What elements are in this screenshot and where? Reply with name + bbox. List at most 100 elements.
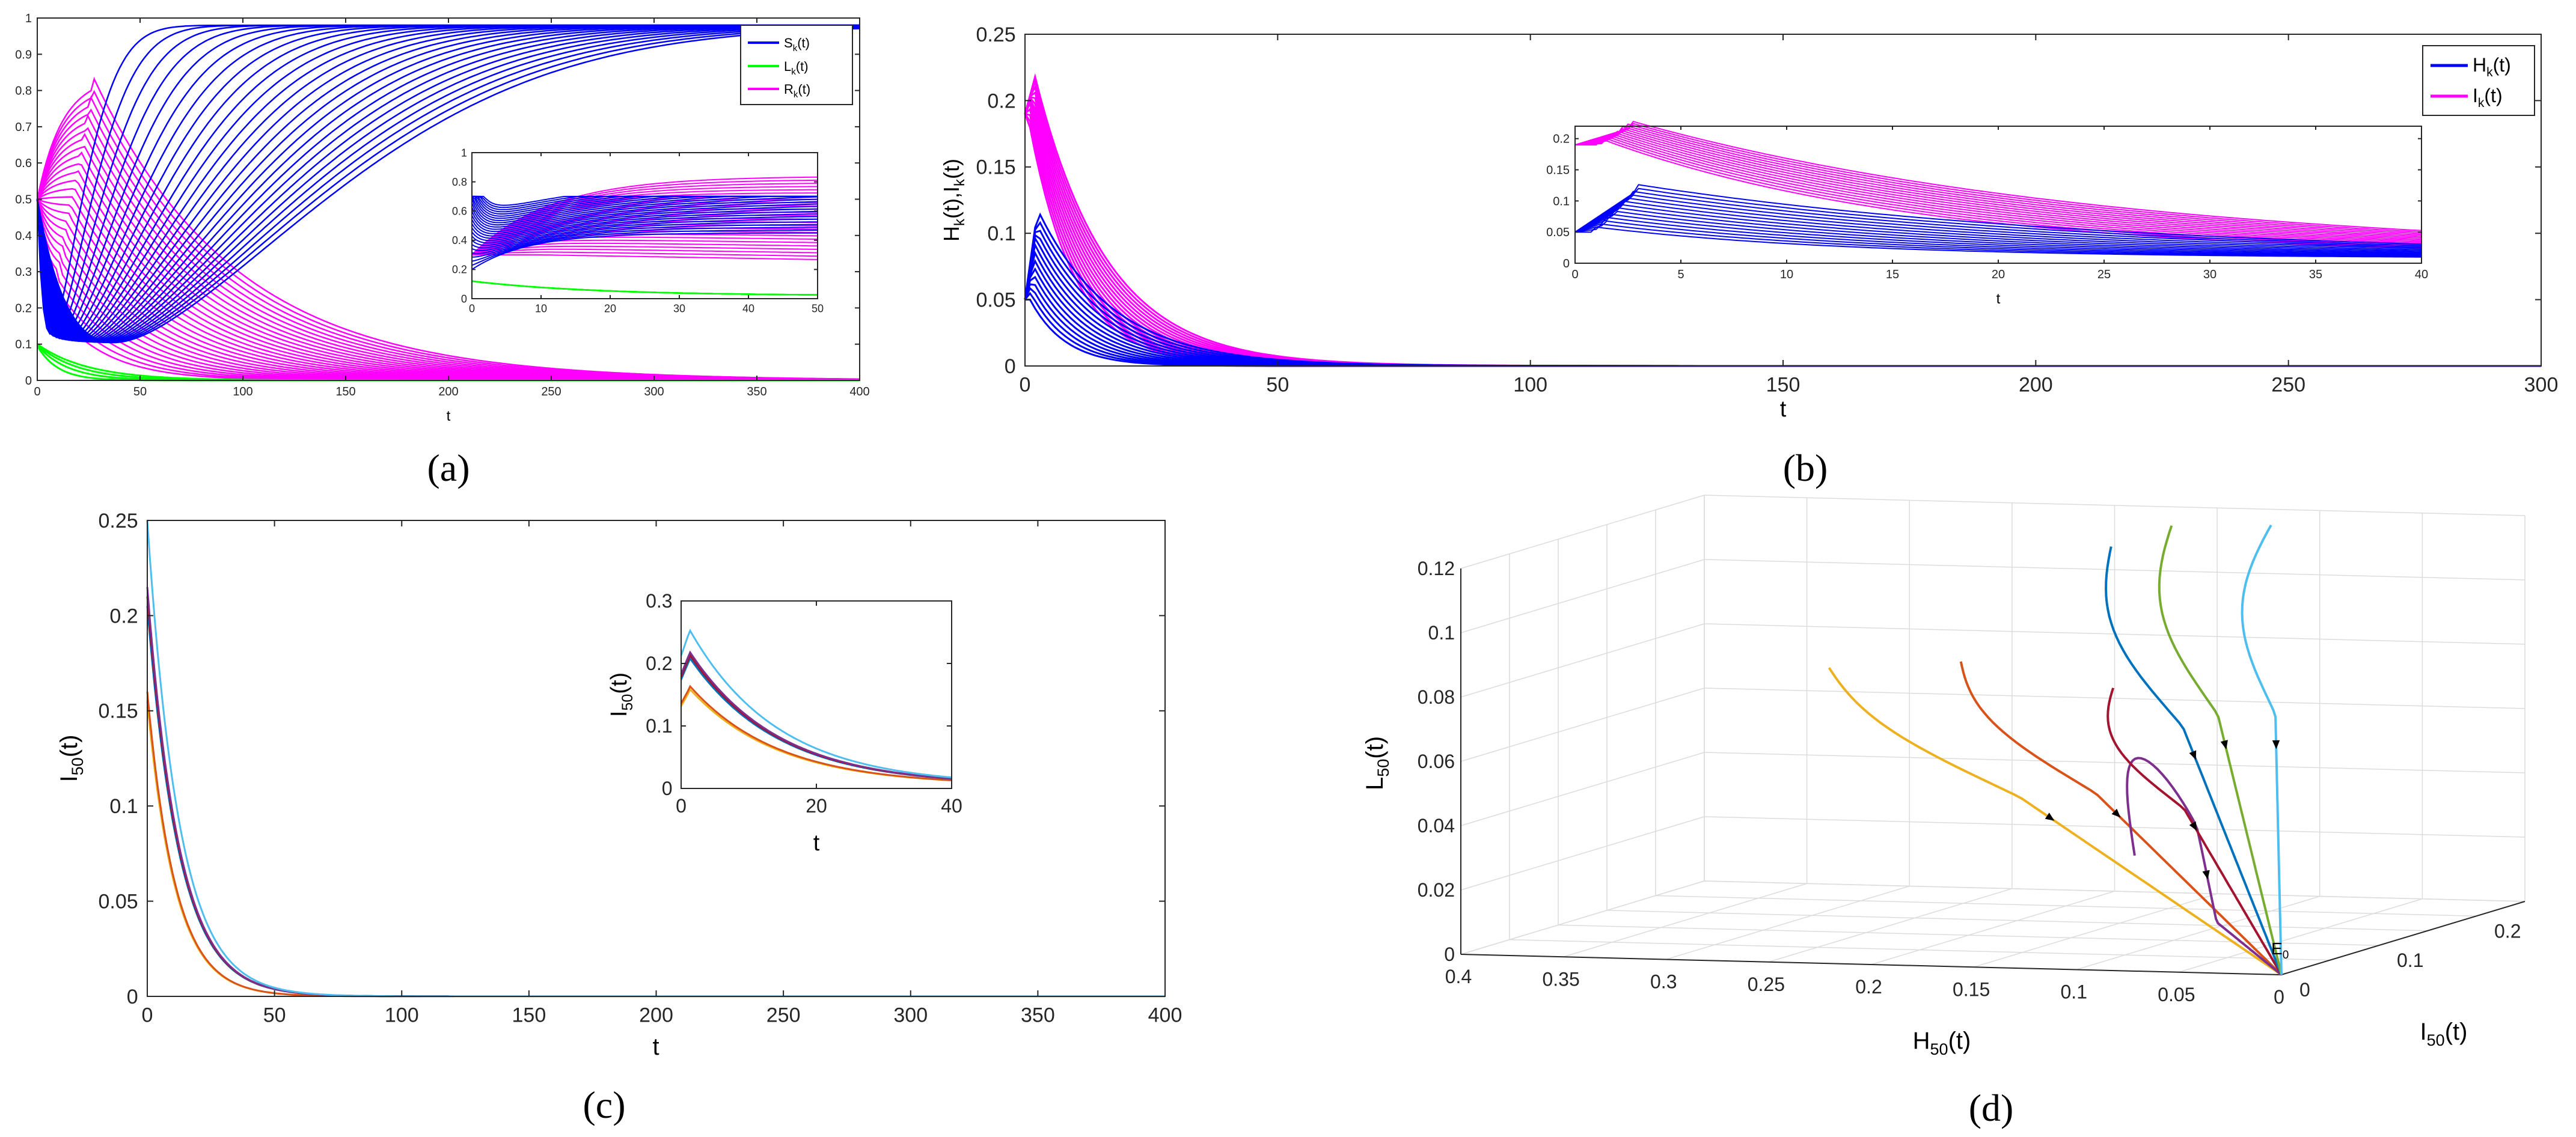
panel-a-inset-ytick-label: 0 [461, 293, 467, 305]
panel-d-xtick-label: 0.35 [1542, 968, 1579, 990]
panel-c: 0 50 100 150 200 250 300 350 40000.050.10.150.20… [56, 510, 1182, 1126]
panel-a-xtick-label: 0 [34, 385, 40, 398]
panel-a-ytick-label: 0.6 [15, 157, 32, 170]
panel-b-inset-lines [1574, 121, 2422, 258]
panel-b-inset-h-line [1574, 223, 2422, 257]
panel-a-xtick-label: 100 [233, 385, 252, 398]
panel-d-x-axis [1460, 954, 2282, 975]
panel-a-ytick-label: 0.5 [15, 194, 32, 207]
panel-a-ytick-label: 0.4 [15, 230, 32, 243]
panel-d-ztick-label: 0.02 [1418, 879, 1455, 901]
panel-d-caption: (d) [1969, 1087, 2014, 1129]
panel-a-ytick-label: 1 [25, 12, 32, 25]
panel-c-xtick-label: 100 [385, 1004, 419, 1027]
panel-a-s-line [36, 25, 860, 343]
panel-d-ztick-label: 0.12 [1418, 558, 1455, 579]
panel-d-trajectory-line [1828, 667, 2283, 976]
panel-b-xtick-label: 200 [2019, 374, 2053, 397]
panel-b-inset-i-line [1574, 135, 2422, 246]
panel-c-inset-lines [680, 629, 952, 782]
panel-a-inset-r-line [472, 254, 818, 260]
panel-a-ytick-label: 0.7 [15, 121, 32, 134]
panel-d-arrow-marker [2189, 821, 2197, 831]
panel-a-inset-s-line [472, 195, 818, 206]
panel-d-arrow-marker [2189, 750, 2197, 760]
panel-a-inset-xtick-label: 20 [604, 303, 616, 315]
panel-a-inset-xtick-label: 50 [812, 303, 824, 315]
panel-c-ytick-label: 0.2 [109, 605, 138, 627]
legend-label-h: Hk(t) [2473, 54, 2511, 79]
panel-b-inset-ytick-label: 0.05 [1546, 226, 1570, 239]
panel-b-inset-i-line [1574, 130, 2422, 242]
panel-c-inset-ytick-label: 0 [662, 778, 673, 799]
panel-a-inset-s-line [471, 206, 818, 239]
panel-b-xtick-label: 100 [1513, 374, 1547, 397]
panel-d-equilibrium-label: E0 [2271, 939, 2289, 962]
panel-d-wall-grid [1704, 880, 2526, 902]
panel-c-inset-ytick-label: 0.3 [646, 590, 672, 612]
panel-b-ytick-label: 0.1 [987, 222, 1015, 245]
panel-c-xtick-label: 400 [1148, 1004, 1182, 1027]
panel-d-ztick-label: 0.08 [1418, 686, 1455, 708]
panel-c-inset-xlabel: t [813, 831, 820, 856]
panel-b-inset-h-line [1574, 200, 2422, 252]
panel-b-inset-i-line [1574, 125, 2422, 236]
panel-d-floor-grid [1563, 883, 1807, 957]
panel-b-inset: 0 5 10 15 20 25 30 35 40 0 0.05 0.1 0.15 0.2 t [1546, 121, 2428, 307]
panel-a-inset-xtick-label: 30 [673, 303, 685, 315]
legend-label-l: Lk(t) [784, 59, 809, 77]
panel-c-xtick-label: 300 [893, 1004, 928, 1027]
panel-b-inset-i-line [1574, 135, 2422, 245]
panel-d: 00.050.10.150.20.250.30.350.400.10.200.0… [1362, 495, 2526, 1129]
panel-d-wall-grid [1704, 687, 2526, 709]
panel-d-xtick-label: 0.1 [2061, 981, 2087, 1003]
panel-a-xtick-label: 400 [849, 385, 869, 398]
panel-c-ticks: 0 50 100 150 200 250 300 350 40000.050.10.150.20… [99, 510, 1182, 1027]
panel-a-inset-r-line [471, 245, 818, 256]
panel-d-trajectory-line [2241, 524, 2283, 975]
panel-a-inset-r-line [471, 186, 818, 255]
panel-d-wall-grid [1460, 752, 1705, 826]
panel-c-ytick-label: 0.25 [99, 510, 138, 532]
panel-a-inset-s-line [471, 196, 818, 230]
panel-d-xtick-label: 0.3 [1650, 971, 1677, 993]
panel-b-inset-xtick-label: 35 [2309, 268, 2322, 281]
panel-a-inset-s-line [471, 208, 818, 242]
panel-b-xtick-label: 300 [2524, 374, 2559, 397]
panel-a-xtick-label: 150 [335, 385, 355, 398]
panel-b-legend: Hk(t) Ik(t) [2422, 45, 2535, 116]
panel-c-xlabel: t [652, 1034, 659, 1060]
panel-d-ztick-label: 0.04 [1418, 815, 1455, 837]
panel-c-xtick-label: 0 [142, 1004, 153, 1027]
panel-b-inset-xtick-label: 0 [1571, 268, 1578, 281]
panel-c-ytick-label: 0.15 [99, 700, 138, 723]
panel-b-inset-h-line [1574, 220, 2422, 257]
panel-a-s-line [36, 26, 860, 344]
panel-a-inset-s-line [471, 201, 818, 234]
panel-d-arrow-marker [2202, 870, 2210, 880]
panel-a-inset-s-line [471, 203, 818, 237]
panel-a-ytick-label: 0.2 [15, 302, 32, 315]
panel-a-s-line [36, 26, 860, 344]
panel-a-legend: Sk(t) Lk(t) Rk(t) [740, 25, 853, 105]
panel-b-inset-h-line [1574, 187, 2422, 246]
panel-d-ztick-label: 0.1 [1428, 622, 1455, 644]
panel-a-s-line [36, 28, 860, 344]
panel-a-xtick-label: 50 [133, 385, 147, 398]
panel-b-inset-xtick-label: 15 [1886, 268, 1899, 281]
panel-d-xtick-label: 0 [2274, 986, 2284, 1008]
panel-d-wall-grid [1460, 816, 1705, 891]
panel-b-ytick-label: 0.15 [976, 156, 1016, 179]
panel-b-inset-xtick-label: 5 [1677, 268, 1684, 281]
panel-b-inset-h-line [1574, 194, 2422, 249]
panel-a-xtick-label: 300 [644, 385, 664, 398]
panel-b-inset-xtick-label: 30 [2203, 268, 2217, 281]
panel-c-ytick-label: 0 [127, 986, 138, 1008]
panel-a-xtick-label: 350 [747, 385, 766, 398]
panel-d-xtick-label: 0.15 [1953, 978, 1990, 1000]
panel-b-ytick-label: 0 [1005, 355, 1016, 378]
panel-b-inset-i-line [1574, 132, 2422, 243]
panel-a-xtick-label: 250 [541, 385, 561, 398]
panel-a-s-line [36, 25, 860, 343]
panel-b-inset-i-line [1574, 133, 2422, 244]
